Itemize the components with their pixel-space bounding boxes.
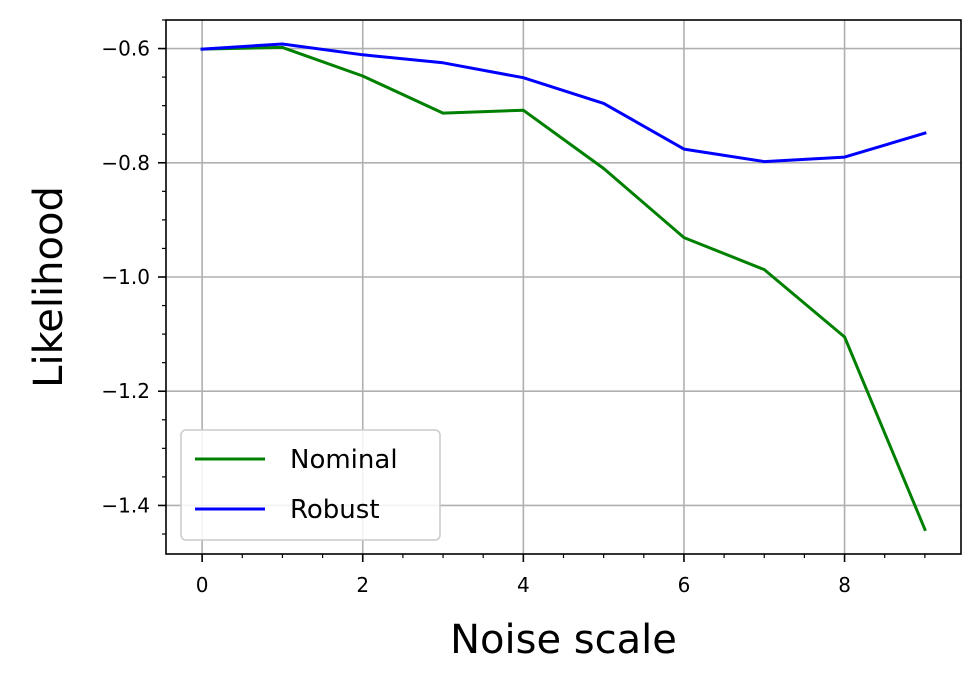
y-tick-label: −1.4 xyxy=(101,493,150,517)
series-line-robust xyxy=(200,42,927,164)
y-tick-label: −0.6 xyxy=(101,37,150,61)
x-tick-label: 6 xyxy=(678,573,691,597)
x-tick-label: 0 xyxy=(196,573,209,597)
y-tick-label: −1.2 xyxy=(101,379,150,403)
x-axis-title: Noise scale xyxy=(450,617,677,663)
y-tick-label: −0.8 xyxy=(101,151,150,175)
x-tick-label: 8 xyxy=(838,573,851,597)
y-tick-label: −1.0 xyxy=(101,265,150,289)
x-tick-label: 2 xyxy=(356,573,369,597)
x-tick-label: 4 xyxy=(517,573,530,597)
series-line-nominal xyxy=(200,45,927,532)
y-axis-title: Likelihood xyxy=(26,186,72,388)
legend-label-nominal: Nominal xyxy=(290,445,398,475)
legend-label-robust: Robust xyxy=(290,495,380,525)
series-lines xyxy=(200,42,927,532)
axis-ticks: 0 2 4 6 8 −0.6 −0.8 −1.0 −1.2 −1.4 xyxy=(101,19,926,597)
legend: Nominal Robust xyxy=(180,429,441,541)
